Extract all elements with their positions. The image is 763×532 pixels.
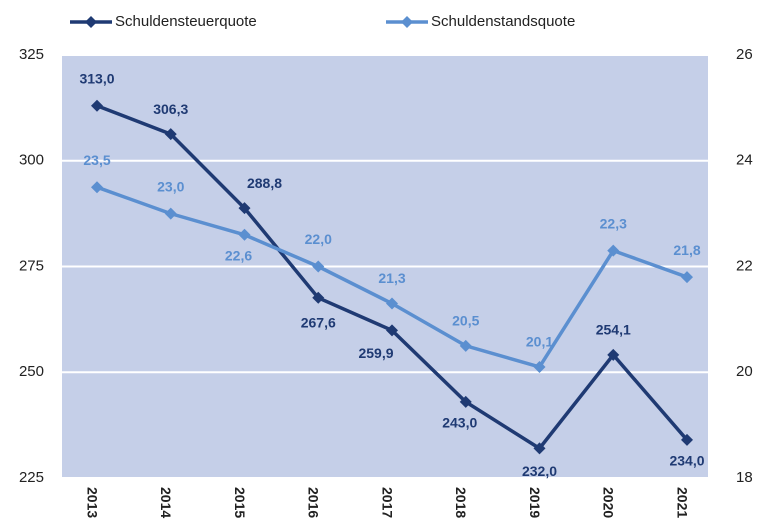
point-marker — [164, 207, 177, 220]
y2-tick-label: 24 — [736, 152, 753, 169]
y-tick-label: 275 — [19, 257, 44, 274]
x-tick-label: 2019 — [527, 487, 543, 518]
x-tick-label: 2013 — [84, 487, 100, 518]
data-label: 20,5 — [452, 313, 479, 329]
data-label: 259,9 — [358, 345, 393, 361]
point-marker — [91, 99, 103, 112]
data-label: 22,3 — [600, 215, 627, 231]
data-label: 21,3 — [378, 270, 405, 286]
legend-marker — [401, 16, 413, 28]
x-tick-label: 2015 — [232, 487, 248, 518]
data-label: 243,0 — [442, 415, 477, 431]
point-marker — [312, 291, 325, 304]
point-marker — [533, 442, 546, 455]
x-tick-label: 2017 — [379, 487, 395, 518]
point-marker — [238, 228, 251, 241]
point-marker — [681, 271, 693, 284]
data-label: 21,8 — [673, 242, 700, 258]
y2-tick-label: 18 — [736, 469, 753, 486]
point-marker — [681, 433, 693, 446]
data-label: 306,3 — [153, 101, 188, 117]
point-marker — [459, 339, 472, 352]
legend-label: Schuldenstandsquote — [431, 13, 575, 30]
y-tick-label: 325 — [19, 46, 44, 63]
point-marker — [312, 260, 325, 273]
data-label: 22,0 — [305, 231, 332, 247]
data-label: 234,0 — [669, 453, 704, 469]
y2-tick-label: 26 — [736, 46, 753, 63]
data-label: 288,8 — [247, 175, 282, 191]
x-tick-label: 2018 — [453, 487, 469, 518]
y-tick-label: 225 — [19, 469, 44, 486]
data-label: 267,6 — [301, 315, 336, 331]
point-marker — [607, 348, 620, 361]
data-label: 232,0 — [522, 463, 557, 479]
y2-tick-label: 20 — [736, 363, 753, 380]
x-tick-label: 2021 — [674, 487, 690, 518]
data-label: 20,1 — [526, 334, 553, 350]
point-marker — [386, 297, 398, 310]
data-label: 313,0 — [79, 70, 114, 86]
point-marker — [533, 360, 546, 373]
data-label: 22,6 — [225, 247, 252, 263]
point-marker — [607, 244, 620, 257]
point-marker — [164, 128, 177, 141]
point-marker — [91, 181, 103, 194]
data-label: 254,1 — [596, 322, 631, 338]
data-label: 23,5 — [83, 152, 110, 168]
point-marker — [459, 395, 472, 408]
y2-tick-label: 22 — [736, 257, 753, 274]
y-tick-label: 250 — [19, 363, 44, 380]
point-marker — [386, 324, 398, 337]
legend-marker — [85, 16, 97, 28]
y-tick-label: 300 — [19, 152, 44, 169]
data-label: 23,0 — [157, 178, 184, 194]
point-marker — [238, 202, 251, 215]
x-tick-label: 2020 — [601, 487, 617, 518]
x-tick-label: 2014 — [158, 487, 174, 518]
legend-label: Schuldensteuerquote — [115, 13, 257, 30]
x-tick-label: 2016 — [306, 487, 322, 518]
